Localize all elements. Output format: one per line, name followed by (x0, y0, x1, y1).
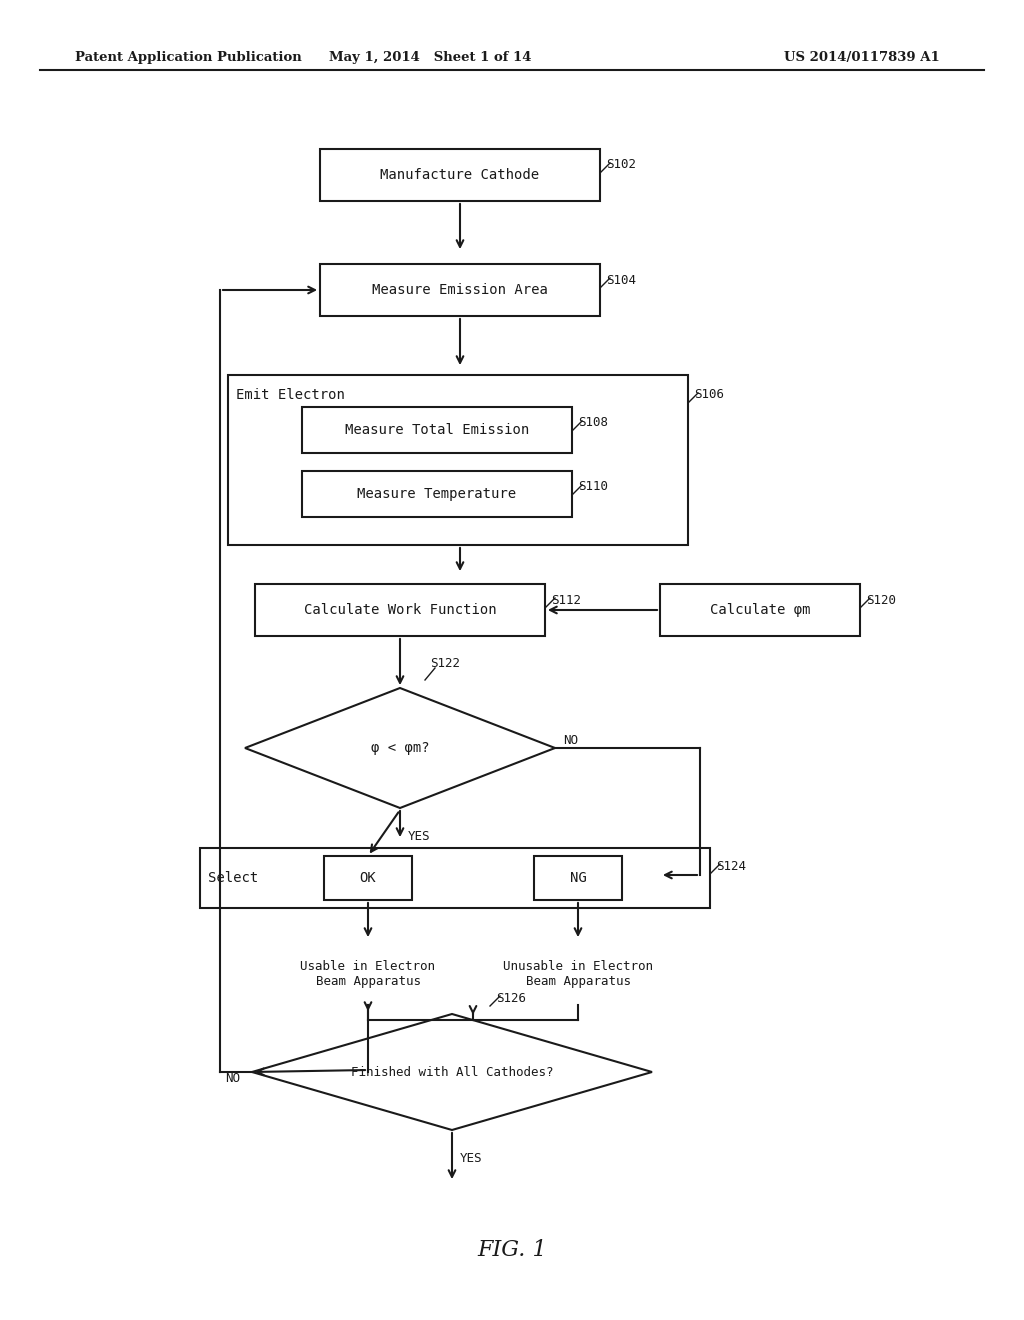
Text: Manufacture Cathode: Manufacture Cathode (381, 168, 540, 182)
Bar (660, 583, 860, 636)
Text: US 2014/0117839 A1: US 2014/0117839 A1 (784, 51, 940, 65)
Text: NG: NG (569, 871, 587, 884)
Text: FIG. 1: FIG. 1 (477, 1239, 547, 1261)
Text: Unusable in Electron
Beam Apparatus: Unusable in Electron Beam Apparatus (503, 960, 653, 987)
Text: S106: S106 (694, 388, 724, 401)
Text: NO: NO (225, 1072, 240, 1085)
Text: Measure Emission Area: Measure Emission Area (372, 282, 548, 297)
Text: Measure Total Emission: Measure Total Emission (345, 422, 529, 437)
Text: May 1, 2014   Sheet 1 of 14: May 1, 2014 Sheet 1 of 14 (329, 51, 531, 65)
Text: YES: YES (408, 830, 430, 843)
Text: S112: S112 (551, 594, 581, 606)
Bar (200, 847, 710, 908)
Text: Usable in Electron
Beam Apparatus: Usable in Electron Beam Apparatus (300, 960, 435, 987)
Text: S108: S108 (578, 417, 608, 429)
Polygon shape (252, 1014, 652, 1130)
Bar (324, 855, 412, 900)
Text: S110: S110 (578, 480, 608, 494)
Text: YES: YES (460, 1152, 482, 1166)
Text: NO: NO (563, 734, 578, 747)
Text: Emit Electron: Emit Electron (236, 388, 345, 403)
Text: φ < φm?: φ < φm? (371, 741, 429, 755)
Text: Calculate Work Function: Calculate Work Function (304, 603, 497, 616)
Text: Finished with All Cathodes?: Finished with All Cathodes? (351, 1065, 553, 1078)
Text: Patent Application Publication: Patent Application Publication (75, 51, 302, 65)
Bar (319, 264, 600, 315)
Polygon shape (245, 688, 555, 808)
Text: S126: S126 (496, 991, 526, 1005)
Text: OK: OK (359, 871, 377, 884)
Bar (255, 583, 545, 636)
Text: S104: S104 (606, 273, 636, 286)
Text: S124: S124 (716, 859, 746, 873)
Text: Select: Select (208, 871, 258, 884)
Bar (534, 855, 622, 900)
Bar (302, 407, 572, 453)
Text: Calculate φm: Calculate φm (710, 603, 810, 616)
Text: S102: S102 (606, 158, 636, 172)
Bar (228, 375, 688, 545)
Text: Measure Temperature: Measure Temperature (357, 487, 516, 502)
Bar (302, 471, 572, 517)
Bar (319, 149, 600, 201)
Text: S120: S120 (866, 594, 896, 606)
Text: S122: S122 (430, 657, 460, 671)
